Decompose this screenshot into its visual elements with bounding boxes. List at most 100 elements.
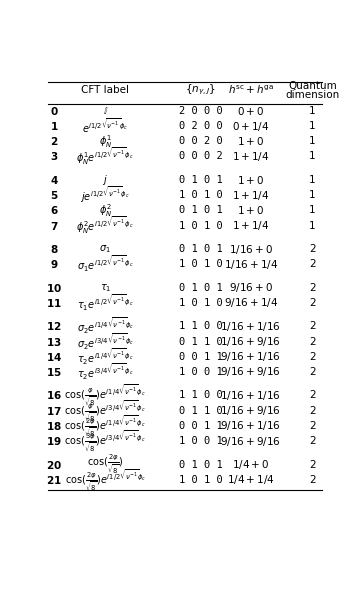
Text: $\sigma_1$: $\sigma_1$	[99, 243, 111, 255]
Text: $j$: $j$	[103, 173, 108, 187]
Text: $1/16+1/16$: $1/16+1/16$	[221, 389, 281, 402]
Text: 1 0 1 0: 1 0 1 0	[179, 190, 222, 200]
Text: $\tau_2 e^{i3/4\sqrt{\nu^{-1}}\phi_c}$: $\tau_2 e^{i3/4\sqrt{\nu^{-1}}\phi_c}$	[77, 362, 134, 382]
Text: $\cos(\frac{\varphi}{\sqrt{8}})e^{i1/4\sqrt{\nu^{-1}}\phi_c}$: $\cos(\frac{\varphi}{\sqrt{8}})e^{i1/4\s…	[64, 383, 146, 408]
Text: 2: 2	[309, 459, 316, 469]
Text: 2 0 0 0: 2 0 0 0	[179, 106, 222, 116]
Text: 2: 2	[309, 321, 316, 331]
Text: 1: 1	[309, 106, 316, 116]
Text: 0 0 2 0: 0 0 2 0	[179, 136, 222, 147]
Text: 1: 1	[309, 190, 316, 200]
Text: $\mathbf{0}$: $\mathbf{0}$	[50, 105, 58, 117]
Text: $0+0$: $0+0$	[237, 105, 264, 117]
Text: $0+1/4$: $0+1/4$	[232, 120, 270, 133]
Text: 2: 2	[309, 475, 316, 485]
Text: $\sigma_2 e^{i1/4\sqrt{\nu^{-1}}\phi_c}$: $\sigma_2 e^{i1/4\sqrt{\nu^{-1}}\phi_c}$	[77, 316, 134, 337]
Text: 2: 2	[309, 298, 316, 308]
Text: $9/16+1/16$: $9/16+1/16$	[221, 350, 281, 363]
Text: $9/16+1/4$: $9/16+1/4$	[224, 297, 278, 309]
Text: $\cos(\frac{2\varphi}{\sqrt{8}})e^{i1/4\sqrt{\nu^{-1}}\phi_c}$: $\cos(\frac{2\varphi}{\sqrt{8}})e^{i1/4\…	[64, 413, 146, 439]
Text: $\mathbf{3}$: $\mathbf{3}$	[50, 151, 58, 163]
Text: $1+0$: $1+0$	[237, 174, 264, 186]
Text: $\cos(\frac{2\varphi}{\sqrt{8}})e^{i1/2\sqrt{\nu^{-1}}\phi_c}$: $\cos(\frac{2\varphi}{\sqrt{8}})e^{i1/2\…	[65, 467, 146, 493]
Text: $1/4+0$: $1/4+0$	[232, 458, 269, 471]
Text: dimension: dimension	[285, 90, 339, 100]
Text: $\phi_N^2$: $\phi_N^2$	[99, 202, 112, 219]
Text: $\mathbf{13}$: $\mathbf{13}$	[46, 335, 62, 347]
Text: 0 1 0 1: 0 1 0 1	[179, 175, 222, 185]
Text: 1 0 1 0: 1 0 1 0	[179, 475, 222, 485]
Text: 1: 1	[309, 151, 316, 161]
Text: 0 2 0 0: 0 2 0 0	[179, 121, 222, 131]
Text: $\mathbf{18}$: $\mathbf{18}$	[46, 420, 62, 432]
Text: $\phi_N^2 e^{i1/2\sqrt{\nu^{-1}}\phi_c}$: $\phi_N^2 e^{i1/2\sqrt{\nu^{-1}}\phi_c}$	[76, 215, 134, 236]
Text: 0 1 0 1: 0 1 0 1	[179, 459, 222, 469]
Text: 2: 2	[309, 390, 316, 401]
Text: $\cos(\frac{2\varphi}{\sqrt{8}})$: $\cos(\frac{2\varphi}{\sqrt{8}})$	[87, 453, 123, 476]
Text: $9/16+1/16$: $9/16+1/16$	[221, 419, 281, 432]
Text: 1 0 1 0: 1 0 1 0	[179, 298, 222, 308]
Text: 0 0 0 2: 0 0 0 2	[179, 151, 222, 161]
Text: 2: 2	[309, 244, 316, 254]
Text: 1: 1	[309, 175, 316, 185]
Text: $\mathbf{8}$: $\mathbf{8}$	[50, 243, 58, 255]
Text: $\mathbf{17}$: $\mathbf{17}$	[46, 405, 62, 417]
Text: $\mathbf{2}$: $\mathbf{2}$	[50, 135, 58, 147]
Text: $\mathbf{21}$: $\mathbf{21}$	[46, 474, 62, 486]
Text: $9/16+9/16$: $9/16+9/16$	[221, 435, 281, 447]
Text: $e^{i1/2\sqrt{\nu^{-1}}\phi_c}$: $e^{i1/2\sqrt{\nu^{-1}}\phi_c}$	[82, 117, 128, 135]
Text: $\mathbf{4}$: $\mathbf{4}$	[50, 174, 58, 186]
Text: CFT label: CFT label	[81, 85, 129, 95]
Text: 1 1 0 0: 1 1 0 0	[179, 321, 222, 331]
Text: 2: 2	[309, 337, 316, 347]
Text: 0 0 1 1: 0 0 1 1	[179, 352, 222, 362]
Text: $\mathbf{9}$: $\mathbf{9}$	[50, 258, 58, 270]
Text: 0 1 1 0: 0 1 1 0	[179, 337, 222, 347]
Text: 1: 1	[309, 136, 316, 147]
Text: 1 0 0 1: 1 0 0 1	[179, 436, 222, 446]
Text: $\tau_1$: $\tau_1$	[100, 282, 111, 294]
Text: $\sigma_2 e^{i3/4\sqrt{\nu^{-1}}\phi_c}$: $\sigma_2 e^{i3/4\sqrt{\nu^{-1}}\phi_c}$	[77, 331, 134, 352]
Text: $\mathbf{7}$: $\mathbf{7}$	[50, 219, 58, 231]
Text: $1/16+9/16$: $1/16+9/16$	[221, 404, 281, 417]
Text: $\{n_{\gamma,J}\}$: $\{n_{\gamma,J}\}$	[185, 83, 216, 97]
Text: 1 1 0 0: 1 1 0 0	[179, 390, 222, 401]
Text: $\mathbb{I}$: $\mathbb{I}$	[103, 105, 108, 117]
Text: $\mathbf{15}$: $\mathbf{15}$	[46, 366, 62, 378]
Text: 2: 2	[309, 405, 316, 416]
Text: $\tau_2 e^{i1/4\sqrt{\nu^{-1}}\phi_c}$: $\tau_2 e^{i1/4\sqrt{\nu^{-1}}\phi_c}$	[77, 347, 134, 367]
Text: Quantum: Quantum	[288, 81, 337, 90]
Text: $je^{i1/2\sqrt{\nu^{-1}}\phi_c}$: $je^{i1/2\sqrt{\nu^{-1}}\phi_c}$	[81, 185, 130, 205]
Text: $1+1/4$: $1+1/4$	[232, 188, 270, 202]
Text: $\mathbf{10}$: $\mathbf{10}$	[46, 282, 62, 294]
Text: $1/16+1/16$: $1/16+1/16$	[221, 320, 281, 333]
Text: $1/4+1/4$: $1/4+1/4$	[227, 473, 275, 486]
Text: $9/16+9/16$: $9/16+9/16$	[221, 365, 281, 379]
Text: $\mathbf{6}$: $\mathbf{6}$	[50, 205, 58, 216]
Text: 1: 1	[309, 121, 316, 131]
Text: 2: 2	[309, 421, 316, 431]
Text: 0 1 0 1: 0 1 0 1	[179, 283, 222, 292]
Text: 1 0 1 0: 1 0 1 0	[179, 259, 222, 269]
Text: 0 1 1 0: 0 1 1 0	[179, 405, 222, 416]
Text: $h^{\rm sc}+h^{\rm ga}$: $h^{\rm sc}+h^{\rm ga}$	[228, 84, 274, 96]
Text: $9/16+0$: $9/16+0$	[229, 281, 273, 294]
Text: $1/16+9/16$: $1/16+9/16$	[221, 335, 281, 348]
Text: 1 0 1 0: 1 0 1 0	[179, 221, 222, 231]
Text: 2: 2	[309, 367, 316, 377]
Text: 2: 2	[309, 259, 316, 269]
Text: $\phi_N^1 e^{i1/2\sqrt{\nu^{-1}}\phi_c}$: $\phi_N^1 e^{i1/2\sqrt{\nu^{-1}}\phi_c}$	[76, 146, 134, 167]
Text: 2: 2	[309, 283, 316, 292]
Text: 2: 2	[309, 436, 316, 446]
Text: $\mathbf{5}$: $\mathbf{5}$	[50, 189, 58, 201]
Text: $\mathbf{20}$: $\mathbf{20}$	[46, 459, 62, 471]
Text: 2: 2	[309, 352, 316, 362]
Text: $1+0$: $1+0$	[237, 135, 264, 147]
Text: $\sigma_1 e^{i1/2\sqrt{\nu^{-1}}\phi_c}$: $\sigma_1 e^{i1/2\sqrt{\nu^{-1}}\phi_c}$	[77, 254, 134, 274]
Text: $\mathbf{1}$: $\mathbf{1}$	[50, 120, 58, 132]
Text: 1 0 0 1: 1 0 0 1	[179, 367, 222, 377]
Text: $\mathbf{16}$: $\mathbf{16}$	[46, 389, 62, 401]
Text: $1+1/4$: $1+1/4$	[232, 219, 270, 232]
Text: $\mathbf{19}$: $\mathbf{19}$	[46, 435, 62, 447]
Text: $\cos(\frac{3\varphi}{\sqrt{8}})e^{i3/4\sqrt{\nu^{-1}}\phi_c}$: $\cos(\frac{3\varphi}{\sqrt{8}})e^{i3/4\…	[64, 428, 146, 454]
